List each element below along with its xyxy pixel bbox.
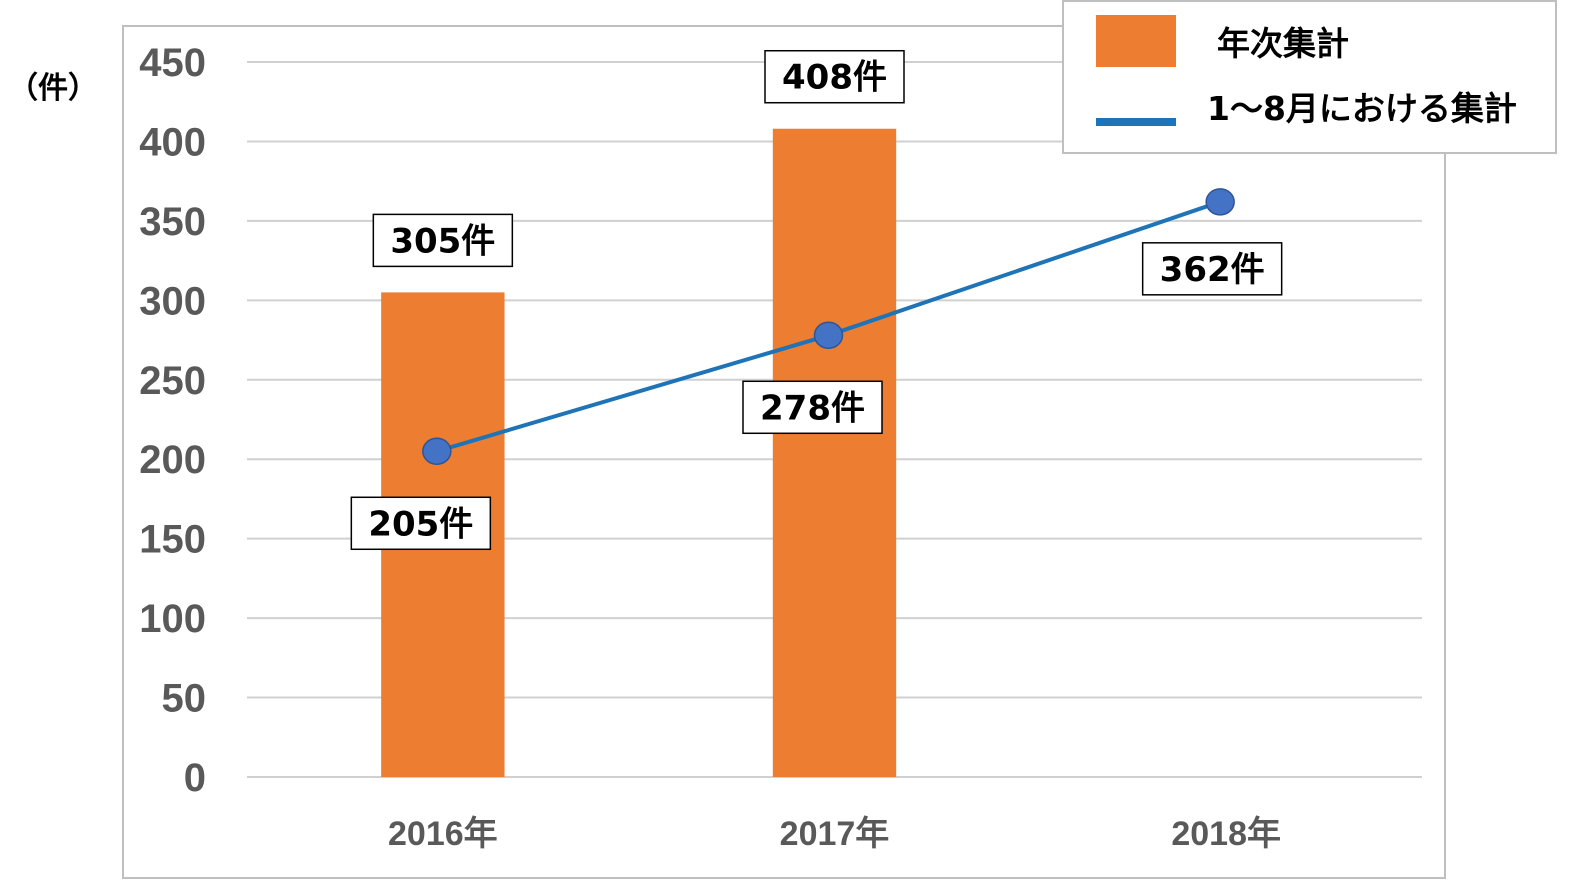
x-tick-label: 2017年 (780, 815, 890, 853)
line-series (422, 188, 1235, 466)
y-tick-label: 50 (162, 677, 207, 721)
line-data-label-box (742, 380, 883, 435)
line-data-label-box (350, 496, 492, 551)
y-unit-label: （件） (8, 71, 98, 106)
line-data-label-box (1141, 242, 1283, 296)
axes: 0 50 100 150 200 250 300 350 400 450 2016年 2017年 201… (139, 41, 1281, 853)
line-data-label: 362件 (1160, 250, 1265, 290)
bar-data-label-box (372, 213, 514, 268)
y-tick-label: 400 (139, 120, 206, 164)
y-tick-label: 450 (139, 41, 206, 85)
y-tick-label: 300 (139, 279, 206, 323)
y-tick-label: 350 (139, 200, 206, 244)
line-data-label: 278件 (760, 388, 865, 428)
legend-swatch-line (1096, 118, 1176, 126)
line-marker (1205, 188, 1235, 216)
data-labels: 305件 408件 205件 278件 362件 (350, 49, 1283, 551)
bar-data-label-box (764, 49, 905, 104)
x-tick-label: 2016年 (388, 815, 498, 853)
bar-data-label: 408件 (782, 58, 887, 98)
y-tick-label: 100 (139, 597, 206, 641)
y-tick-label: 0 (184, 756, 206, 800)
x-tick-label: 2018年 (1171, 815, 1281, 853)
legend-swatch-bar (1096, 15, 1176, 67)
y-tick-label: 250 (139, 359, 206, 403)
legend: 年次集計 1～8月における集計 (1062, 0, 1557, 154)
y-tick-label: 200 (139, 438, 206, 482)
line-data-label: 205件 (368, 504, 473, 544)
legend-label-annual: 年次集計 (1217, 24, 1349, 63)
y-tick-label: 150 (139, 518, 206, 562)
line-marker (813, 321, 844, 350)
bar-data-label: 305件 (390, 221, 495, 261)
bar (772, 128, 897, 777)
line-marker (422, 437, 452, 466)
legend-label-jan-aug: 1～8月における集計 (1207, 89, 1517, 128)
